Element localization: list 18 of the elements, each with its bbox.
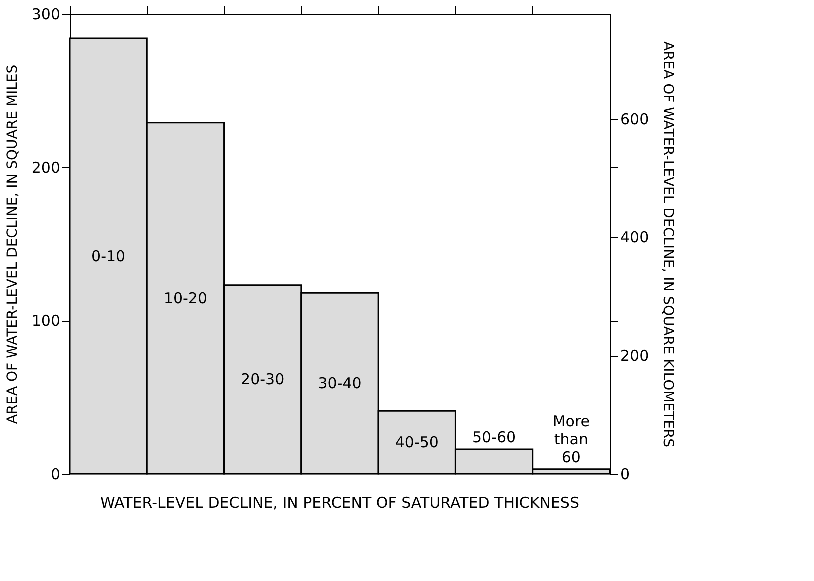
y2-tick-label: 0 xyxy=(620,466,630,484)
y-tick-label: 100 xyxy=(32,312,60,330)
y-axis-title: AREA OF WATER-LEVEL DECLINE, IN SQUARE MILES xyxy=(4,64,21,424)
y-tick-label: 300 xyxy=(32,6,60,24)
y-tick-label: 0 xyxy=(50,466,60,484)
x-axis-title: WATER-LEVEL DECLINE, IN PERCENT OF SATURATED THICKNESS xyxy=(100,494,580,512)
x-tick-label: 40-50 xyxy=(395,434,439,452)
y2-tick-label: 600 xyxy=(620,110,650,128)
x-tick-label: 10-20 xyxy=(164,289,208,308)
x-tick-label: 50-60 xyxy=(472,428,516,446)
x-tick-label: 30-40 xyxy=(318,374,362,393)
x-tick-label: More than 60 xyxy=(552,412,590,466)
x-tick-label: 20-30 xyxy=(241,370,285,389)
x-tick-label: 0-10 xyxy=(92,247,126,266)
y2-axis-title: AREA OF WATER-LEVEL DECLINE, IN SQUARE KILOMETERS xyxy=(660,41,676,448)
y-tick-label: 200 xyxy=(32,158,60,177)
y2-tick-label: 200 xyxy=(620,347,650,366)
y2-tick-label: 400 xyxy=(620,228,650,247)
